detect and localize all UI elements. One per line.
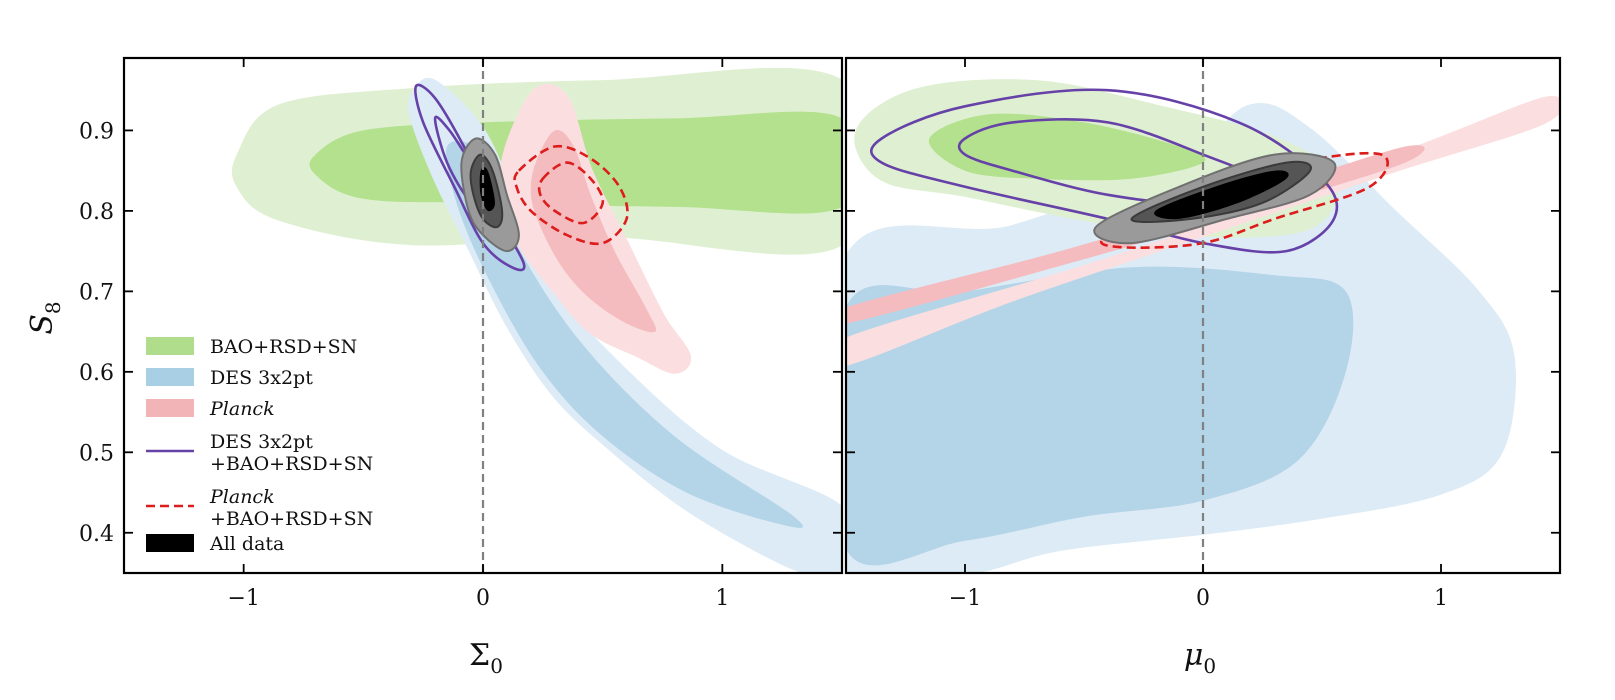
legend-item-bao-rsd-sn: BAO+RSD+SN	[146, 336, 357, 358]
legend-label: BAO+RSD+SN	[210, 336, 357, 358]
x-axis-label-left: Σ0	[469, 638, 503, 678]
axes-layer: −1 0 1 −1 0 1 0.4 0.5 0.6 0.7 0.8 0.9	[79, 56, 1562, 611]
legend-item-des-3x2pt: DES 3x2pt	[146, 367, 313, 389]
right-contour-all-data-core	[1154, 170, 1289, 220]
x-axis-label-left-subscript: 0	[490, 654, 503, 678]
legend-item-planck: Planck	[146, 398, 275, 420]
right-panel	[846, 58, 1560, 573]
left-panel	[231, 58, 842, 573]
legend-item-planck-bao-rsd-sn: Planck+BAO+RSD+SN	[146, 486, 373, 530]
right-panel-frame	[844, 56, 1562, 575]
legend-label-line2: +BAO+RSD+SN	[210, 453, 373, 475]
left-panel-contours	[231, 58, 842, 573]
right-panel-contours	[846, 58, 1560, 573]
y-axis-label: S8	[25, 301, 65, 334]
left-contour-planck-bao-rsd-sn-68	[537, 161, 605, 225]
x-axis-label-right-main: μ	[1184, 638, 1204, 673]
right-xtick-label: 0	[1196, 586, 1210, 611]
legend-swatch	[146, 368, 194, 386]
x-axis-label-left-main: Σ	[469, 638, 490, 673]
legend-swatch	[146, 534, 194, 552]
legend-label: Planck	[209, 398, 275, 420]
legend-swatch	[146, 337, 194, 355]
right-contour-des-3x2pt-68	[846, 266, 1354, 566]
legend-label: All data	[209, 533, 284, 555]
left-contour-planck-bao-rsd-sn-95	[513, 144, 629, 246]
ytick-label: 0.9	[79, 119, 114, 144]
ytick-label: 0.7	[79, 280, 114, 305]
legend-label: Planck	[209, 486, 275, 508]
legend-swatch	[146, 399, 194, 417]
legend-label: DES 3x2pt	[210, 367, 313, 389]
x-axis-label-right: μ0	[1184, 638, 1216, 678]
left-contour-planck-68	[530, 129, 657, 333]
ytick-label: 0.5	[79, 441, 114, 466]
left-xtick-label: 1	[715, 586, 729, 611]
right-contour-bao-rsd-sn-68	[928, 113, 1206, 181]
right-xtick-label: −1	[949, 586, 981, 611]
y-axis-label-subscript: 8	[41, 301, 65, 314]
ytick-label: 0.4	[79, 522, 114, 547]
right-contour-des-3x2pt-bao-rsd-sn-95	[870, 88, 1339, 254]
legend-item-all-data: All data	[146, 533, 284, 555]
left-xtick-label: −1	[227, 586, 259, 611]
right-xtick-label: 1	[1434, 586, 1448, 611]
left-panel-frame	[122, 56, 844, 575]
y-axis-label-main: S	[25, 314, 60, 335]
legend-item-des-3x2pt-bao-rsd-sn: DES 3x2pt+BAO+RSD+SN	[146, 431, 373, 475]
left-contour-des-3x2pt-bao-rsd-sn-95	[414, 83, 526, 272]
left-xtick-label: 0	[476, 586, 490, 611]
ytick-label: 0.6	[79, 361, 114, 386]
legend-label-line2: +BAO+RSD+SN	[210, 508, 373, 530]
x-axis-label-right-subscript: 0	[1203, 654, 1216, 678]
ytick-label: 0.8	[79, 200, 114, 225]
legend-label: DES 3x2pt	[210, 431, 313, 453]
